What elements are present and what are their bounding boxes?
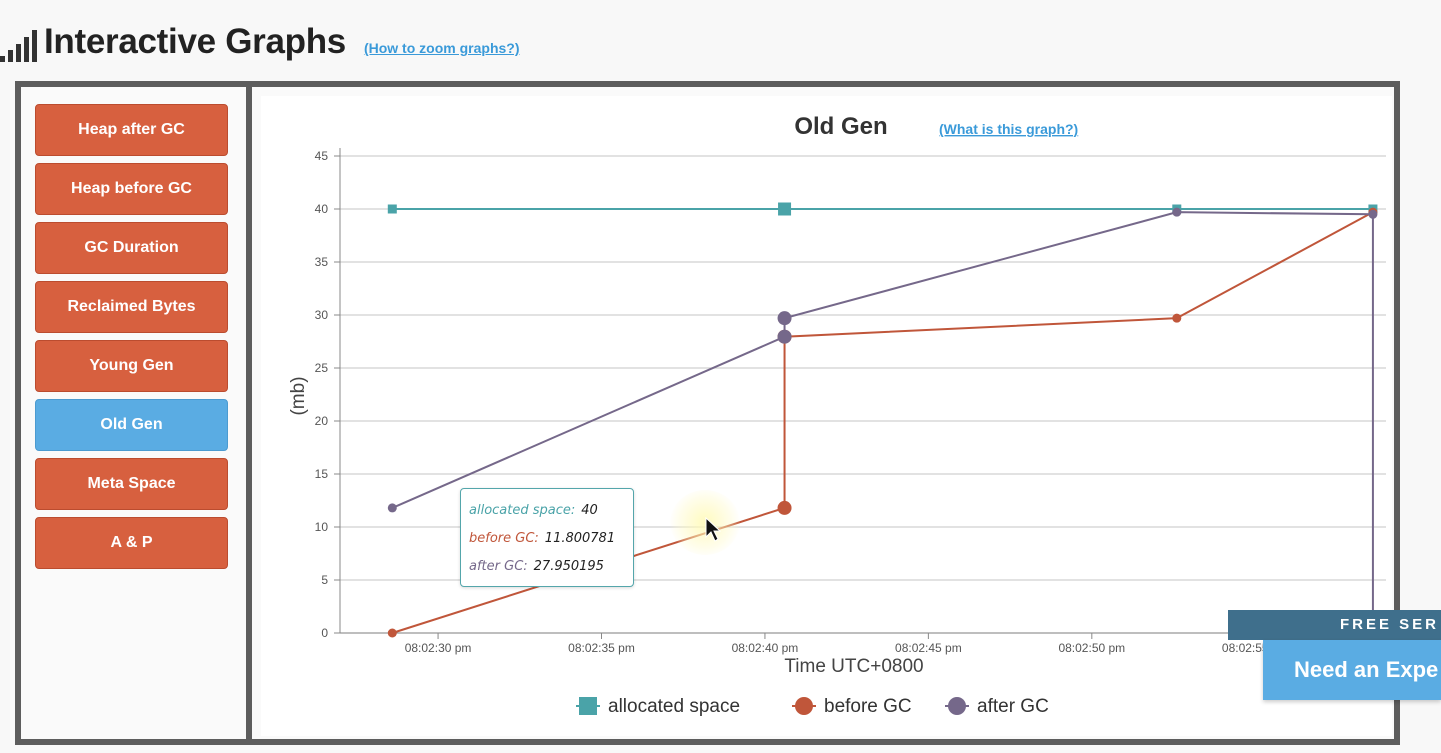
tooltip-value: 11.800781 — [544, 531, 616, 546]
data-point-allocated-space[interactable] — [387, 204, 397, 214]
tooltip-value: 40 — [581, 503, 598, 518]
data-point-before-gc[interactable] — [1172, 313, 1182, 323]
need-expert-button[interactable]: Need an Expe — [1263, 640, 1441, 700]
tooltip-key: after GC: — [469, 559, 528, 574]
menu-button-old-gen[interactable]: Old Gen — [35, 399, 228, 451]
menu-button-gc-duration[interactable]: GC Duration — [35, 222, 228, 274]
cursor-highlight — [670, 490, 740, 555]
chart-title: Old Gen — [794, 113, 887, 140]
signal-bars-icon — [0, 30, 40, 62]
x-axis-label: Time UTC+0800 — [784, 656, 923, 677]
legend-label-after-gc[interactable]: after GC — [977, 696, 1049, 717]
data-point-after-gc[interactable] — [1172, 207, 1182, 217]
y-tick-label: 5 — [321, 573, 328, 587]
y-tick-label: 15 — [315, 467, 329, 481]
y-tick-label: 20 — [315, 414, 329, 428]
data-point-allocated-space[interactable] — [778, 202, 792, 216]
zoom-help-link[interactable]: (How to zoom graphs?) — [363, 40, 520, 56]
y-tick-label: 25 — [315, 361, 329, 375]
chart-svg[interactable]: Old Gen (What is this graph?) 0 5 10 15 20 25 30… — [261, 96, 1392, 736]
menu-button-young-gen[interactable]: Young Gen — [35, 340, 228, 392]
data-point-before-gc[interactable] — [387, 628, 397, 638]
x-tick-label: 08:02:40 pm — [732, 641, 799, 655]
y-tick-label: 30 — [315, 308, 329, 322]
mouse-pointer-icon — [705, 517, 721, 542]
legend-marker-allocated-space — [579, 697, 597, 715]
y-tick-label: 45 — [315, 149, 329, 163]
page-header: Interactive Graphs (How to zoom graphs?) — [0, 14, 520, 62]
data-point-after-gc[interactable] — [387, 503, 397, 513]
legend-marker-after-gc — [948, 697, 966, 715]
free-service-banner: FREE SER — [1228, 610, 1441, 640]
y-tick-label: 0 — [321, 626, 328, 640]
tooltip-row: before GC: 11.800781 — [469, 525, 633, 553]
y-axis-label: (mb) — [288, 376, 309, 415]
x-tick-label: 08:02:35 pm — [568, 641, 635, 655]
tooltip-row: after GC: 27.950195 — [469, 553, 633, 581]
legend-marker-before-gc — [795, 697, 813, 715]
menu-button-heap-before-gc[interactable]: Heap before GC — [35, 163, 228, 215]
frame-divider — [246, 87, 252, 739]
graph-help-link[interactable]: (What is this graph?) — [939, 121, 1078, 137]
data-point-before-gc[interactable] — [777, 500, 792, 515]
menu-button-meta-space[interactable]: Meta Space — [35, 458, 228, 510]
graph-frame: Heap after GC Heap before GC GC Duration Re… — [15, 81, 1400, 745]
x-tick-label: 08:02:45 pm — [895, 641, 962, 655]
chart-panel: Old Gen (What is this graph?) 0 5 10 15 20 25 30… — [261, 96, 1392, 736]
y-tick-label: 35 — [315, 255, 329, 269]
tooltip-value: 27.950195 — [533, 559, 604, 574]
menu-button-heap-after-gc[interactable]: Heap after GC — [35, 104, 228, 156]
chart-tooltip: allocated space: 40 before GC: 11.800781 aft… — [460, 488, 634, 587]
legend-label-before-gc[interactable]: before GC — [824, 696, 912, 717]
series-line-after-gc — [391, 211, 1374, 633]
data-point-after-gc[interactable] — [777, 311, 792, 326]
page-title: Interactive Graphs — [44, 22, 346, 61]
y-tick-label: 10 — [315, 520, 329, 534]
y-tick-label: 40 — [315, 202, 329, 216]
tooltip-key: allocated space: — [469, 503, 576, 518]
tooltip-row: allocated space: 40 — [469, 497, 633, 525]
menu-button-a-p[interactable]: A & P — [35, 517, 228, 569]
legend-label-allocated-space[interactable]: allocated space — [608, 696, 740, 717]
x-tick-label: 08:02:50 pm — [1058, 641, 1125, 655]
graph-menu: Heap after GC Heap before GC GC Duration Re… — [35, 104, 228, 576]
data-point-after-gc[interactable] — [777, 329, 792, 344]
data-point-after-gc[interactable] — [1368, 209, 1378, 219]
tooltip-key: before GC: — [469, 531, 539, 546]
menu-button-reclaimed-bytes[interactable]: Reclaimed Bytes — [35, 281, 228, 333]
x-tick-label: 08:02:30 pm — [405, 641, 472, 655]
